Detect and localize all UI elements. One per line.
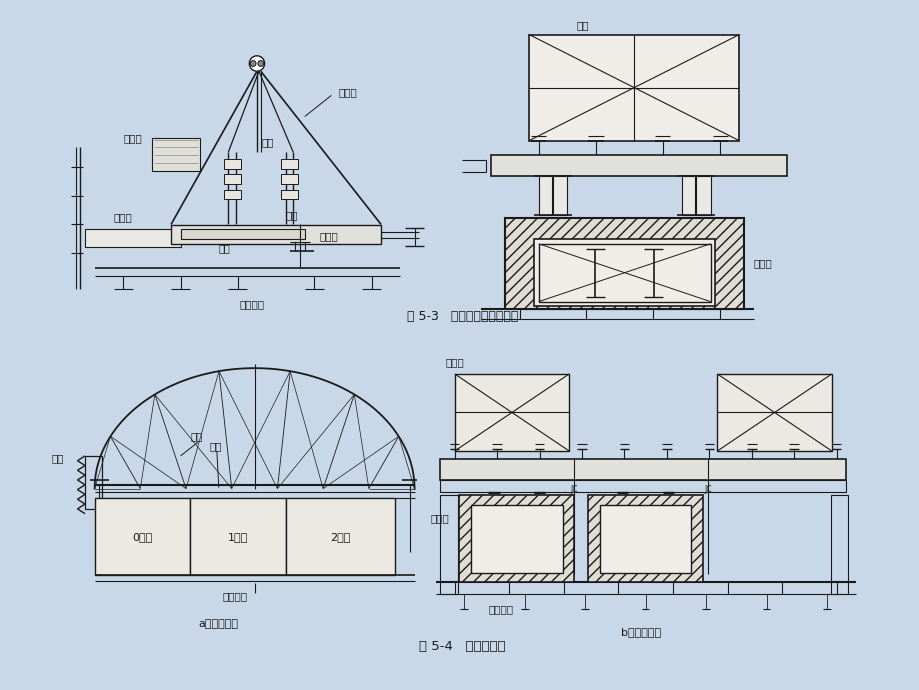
Text: 后锚: 后锚 [51, 453, 64, 463]
Text: a）挂篮侧面: a）挂篮侧面 [199, 619, 239, 629]
Bar [440, 459, 845, 480]
Bar [505, 218, 743, 309]
Text: 2号段: 2号段 [330, 532, 350, 542]
Text: 主架: 主架 [285, 210, 298, 220]
Text: 底板后锚: 底板后锚 [222, 591, 248, 602]
Text: 0号段: 0号段 [132, 532, 153, 542]
Bar [171, 224, 380, 244]
Bar [717, 374, 831, 451]
Bar [440, 495, 457, 593]
Bar [454, 374, 569, 451]
Bar [440, 480, 845, 491]
Circle shape [250, 61, 255, 66]
Bar [280, 190, 298, 199]
Bar [459, 495, 573, 582]
Text: 滑板: 滑板 [190, 431, 202, 442]
Bar [491, 155, 786, 177]
Bar [223, 175, 241, 184]
Bar [95, 498, 190, 575]
Bar [588, 495, 702, 582]
Bar [190, 498, 285, 575]
Bar [471, 505, 562, 573]
Bar [223, 190, 241, 199]
Text: 侧模支架: 侧模支架 [488, 604, 513, 614]
Text: 主架: 主架 [576, 20, 589, 30]
Text: 后吊杆: 后吊杆 [319, 231, 337, 241]
Bar [280, 175, 298, 184]
Text: 立柱: 立柱 [262, 137, 274, 148]
Bar [223, 159, 241, 168]
Bar [528, 34, 739, 141]
Circle shape [257, 61, 264, 66]
Bar [180, 229, 304, 239]
Bar [599, 505, 691, 573]
Text: 1号段: 1号段 [228, 532, 248, 542]
Bar [830, 495, 847, 593]
Text: 内模架: 内模架 [753, 258, 771, 268]
Text: 斜拉带: 斜拉带 [338, 88, 357, 97]
Bar [681, 177, 709, 215]
Text: JC: JC [570, 485, 577, 494]
Bar [285, 498, 395, 575]
Circle shape [249, 56, 265, 71]
Bar [539, 177, 567, 215]
Text: 滑道: 滑道 [219, 244, 231, 254]
Bar [533, 239, 715, 306]
Text: 底模平台: 底模平台 [240, 299, 265, 310]
Text: 图 5-4   弓弦式挂篮: 图 5-4 弓弦式挂篮 [418, 640, 505, 653]
Text: 接长架: 接长架 [114, 212, 132, 221]
Bar [280, 159, 298, 168]
Bar [85, 229, 180, 246]
Text: 图 5-3   三角型组合梁式挂篮: 图 5-3 三角型组合梁式挂篮 [406, 310, 517, 323]
Text: 主桁架: 主桁架 [445, 357, 463, 367]
Text: 前吊杆: 前吊杆 [430, 513, 449, 524]
Text: 平衡重: 平衡重 [123, 132, 142, 143]
Text: b）挂篮正面: b）挂篮正面 [620, 627, 660, 638]
Text: 滑道: 滑道 [209, 441, 221, 451]
Bar [539, 244, 709, 302]
Bar [152, 138, 199, 172]
Bar [85, 456, 102, 509]
Text: JC: JC [703, 485, 710, 494]
